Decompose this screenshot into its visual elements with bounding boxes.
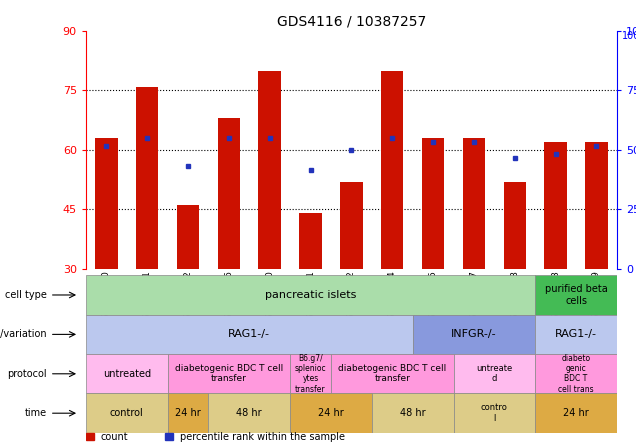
Text: 24 hr: 24 hr	[563, 408, 589, 418]
Bar	[218, 118, 240, 269]
Text: untreate
d: untreate d	[476, 364, 513, 384]
Bar	[372, 393, 453, 433]
Text: 100%: 100%	[622, 31, 636, 41]
Bar	[504, 182, 526, 269]
Text: INFGR-/-: INFGR-/-	[451, 329, 497, 339]
Text: RAG1-/-: RAG1-/-	[555, 329, 597, 339]
Bar	[453, 354, 536, 393]
Text: control: control	[110, 408, 144, 418]
Text: cell type: cell type	[5, 290, 47, 300]
Bar	[165, 433, 173, 440]
Text: diabeto
genic
BDC T
cell trans: diabeto genic BDC T cell trans	[558, 354, 594, 394]
Text: genotype/variation: genotype/variation	[0, 329, 47, 339]
Bar	[340, 182, 363, 269]
Bar	[86, 315, 413, 354]
Bar	[536, 354, 617, 393]
Text: 24 hr: 24 hr	[318, 408, 344, 418]
Text: 48 hr: 48 hr	[237, 408, 262, 418]
Text: 48 hr: 48 hr	[400, 408, 425, 418]
Bar	[290, 354, 331, 393]
Bar	[453, 393, 536, 433]
Text: RAG1-/-: RAG1-/-	[228, 329, 270, 339]
Text: contro
l: contro l	[481, 404, 508, 423]
Text: diabetogenic BDC T cell
transfer: diabetogenic BDC T cell transfer	[175, 364, 283, 384]
Bar	[86, 433, 94, 440]
Text: time: time	[25, 408, 47, 418]
Bar	[536, 275, 617, 315]
Bar	[300, 213, 322, 269]
Text: count: count	[100, 432, 128, 442]
Title: GDS4116 / 10387257: GDS4116 / 10387257	[277, 15, 426, 28]
Bar	[86, 354, 167, 393]
Bar	[177, 205, 199, 269]
Bar	[86, 275, 536, 315]
Text: pancreatic islets: pancreatic islets	[265, 290, 356, 300]
Bar	[422, 138, 445, 269]
Bar	[413, 315, 536, 354]
Bar	[331, 354, 453, 393]
Text: 24 hr: 24 hr	[175, 408, 201, 418]
Bar	[381, 71, 403, 269]
Bar	[167, 354, 290, 393]
Text: protocol: protocol	[8, 369, 47, 379]
Bar	[463, 138, 485, 269]
Bar	[136, 87, 158, 269]
Bar	[544, 142, 567, 269]
Bar	[95, 138, 118, 269]
Text: B6.g7/
splenioc
ytes
transfer: B6.g7/ splenioc ytes transfer	[294, 354, 326, 394]
Bar	[585, 142, 608, 269]
Text: percentile rank within the sample: percentile rank within the sample	[180, 432, 345, 442]
Bar	[167, 393, 209, 433]
Text: diabetogenic BDC T cell
transfer: diabetogenic BDC T cell transfer	[338, 364, 446, 384]
Bar	[536, 315, 617, 354]
Bar	[209, 393, 290, 433]
Bar	[536, 393, 617, 433]
Bar	[258, 71, 281, 269]
Text: untreated: untreated	[102, 369, 151, 379]
Text: purified beta
cells: purified beta cells	[544, 284, 607, 306]
Bar	[86, 393, 167, 433]
Bar	[290, 393, 372, 433]
